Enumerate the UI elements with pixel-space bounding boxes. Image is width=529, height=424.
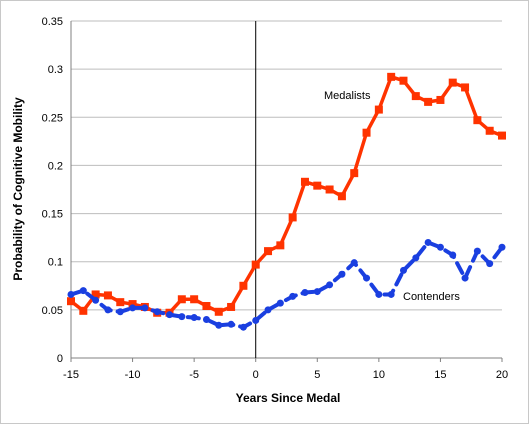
- data-point-medalists: [461, 83, 470, 92]
- data-point-contenders: [239, 323, 247, 331]
- x-tick-label: 15: [434, 369, 446, 381]
- data-point-contenders: [153, 308, 161, 316]
- x-tick-label: 10: [373, 369, 385, 381]
- data-point-contenders: [166, 311, 174, 319]
- data-point-contenders: [326, 281, 334, 289]
- data-point-contenders: [276, 299, 284, 307]
- x-tick-label: 5: [314, 369, 320, 381]
- x-tick-label: 0: [253, 369, 259, 381]
- x-tick-label: -10: [125, 369, 141, 381]
- data-point-contenders: [190, 314, 198, 322]
- y-tick-label: 0.25: [42, 112, 63, 124]
- data-point-medalists: [498, 131, 506, 140]
- data-point-medalists: [473, 116, 482, 125]
- data-point-contenders: [215, 321, 223, 329]
- data-point-medalists: [288, 213, 297, 222]
- data-point-medalists: [399, 76, 408, 85]
- data-point-medalists: [313, 181, 322, 190]
- series-label-medalists: Medalists: [324, 90, 371, 102]
- data-point-contenders: [301, 289, 309, 297]
- y-tick-label: 0: [57, 353, 63, 365]
- data-point-contenders: [252, 316, 260, 324]
- data-point-contenders: [79, 287, 87, 295]
- data-point-medalists: [325, 185, 334, 194]
- y-axis-title: Probability of Cognitive Mobility: [11, 97, 25, 281]
- data-point-medalists: [300, 177, 309, 186]
- y-tick-label: 0.15: [42, 209, 63, 221]
- data-point-contenders: [141, 304, 149, 312]
- data-point-medalists: [436, 95, 445, 104]
- data-point-medalists: [411, 92, 420, 101]
- data-point-contenders: [67, 290, 75, 298]
- data-point-medalists: [177, 295, 186, 304]
- tick-labels: 0 0.05 0.1 0.15 0.2 0.25 0.3 0.35 -15 -10 -5 0 5 10 15…: [42, 16, 509, 381]
- data-point-medalists: [362, 128, 371, 137]
- data-point-medalists: [276, 241, 285, 250]
- data-point-contenders: [338, 270, 346, 278]
- data-point-contenders: [227, 320, 235, 328]
- x-tick-label: -15: [63, 369, 79, 381]
- data-point-contenders: [363, 274, 371, 282]
- data-point-medalists: [67, 297, 75, 306]
- data-point-contenders: [350, 259, 358, 267]
- data-point-medalists: [239, 281, 248, 290]
- data-point-contenders: [461, 274, 469, 282]
- data-point-contenders: [424, 238, 432, 246]
- data-point-contenders: [92, 296, 100, 304]
- data-point-medalists: [448, 78, 457, 87]
- data-point-contenders: [399, 266, 407, 274]
- data-point-medalists: [227, 302, 236, 311]
- data-point-medalists: [190, 295, 199, 304]
- data-point-contenders: [104, 306, 112, 314]
- data-point-contenders: [178, 313, 186, 321]
- data-point-contenders: [313, 288, 321, 296]
- data-point-medalists: [116, 298, 125, 307]
- data-point-contenders: [116, 308, 124, 316]
- data-point-medalists: [424, 97, 433, 106]
- data-point-contenders: [375, 290, 383, 298]
- data-point-contenders: [412, 254, 420, 262]
- data-point-contenders: [449, 251, 457, 259]
- y-tick-label: 0.3: [48, 64, 63, 76]
- y-tick-label: 0.2: [48, 160, 63, 172]
- data-point-medalists: [387, 72, 396, 81]
- data-point-medalists: [337, 192, 346, 201]
- data-point-contenders: [436, 243, 444, 251]
- x-tick-label: -5: [189, 369, 199, 381]
- data-point-contenders: [202, 315, 210, 323]
- x-axis-title: Years Since Medal: [236, 391, 341, 405]
- grid-lines: [71, 20, 502, 311]
- y-tick-label: 0.05: [42, 305, 63, 317]
- series-layer: [67, 72, 506, 331]
- data-point-medalists: [251, 260, 260, 269]
- data-point-medalists: [91, 290, 100, 299]
- data-point-medalists: [214, 307, 223, 316]
- data-point-medalists: [79, 306, 88, 315]
- data-point-contenders: [387, 290, 395, 298]
- data-point-contenders: [129, 304, 137, 312]
- data-point-contenders: [473, 247, 481, 255]
- data-point-contenders: [264, 306, 272, 314]
- series-label-contenders: Contenders: [403, 291, 460, 303]
- axes: [70, 21, 503, 362]
- data-point-medalists: [128, 300, 137, 309]
- series-line-medalists: [69, 75, 504, 315]
- x-tick-label: 20: [496, 369, 508, 381]
- data-point-medalists: [485, 126, 494, 135]
- data-point-medalists: [202, 302, 211, 311]
- data-point-medalists: [264, 247, 273, 256]
- y-tick-label: 0.1: [48, 257, 63, 269]
- data-point-contenders: [289, 292, 297, 300]
- y-tick-label: 0.35: [42, 16, 63, 28]
- data-point-contenders: [486, 260, 494, 268]
- series-line-contenders: [69, 240, 504, 330]
- data-point-medalists: [350, 169, 359, 178]
- data-point-medalists: [103, 291, 112, 300]
- data-point-contenders: [498, 243, 506, 251]
- data-point-medalists: [374, 105, 383, 114]
